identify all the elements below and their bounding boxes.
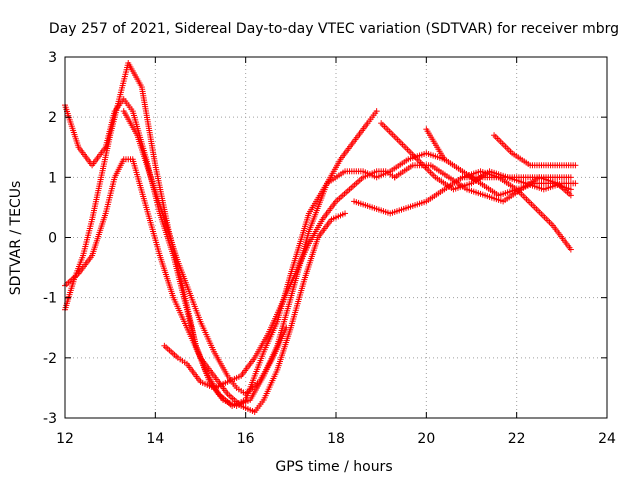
y-tick-label: 0: [48, 231, 57, 247]
x-tick-label: 24: [598, 431, 616, 447]
series-track-2: [62, 60, 380, 409]
x-tick-label: 20: [417, 431, 435, 447]
chart-title: Day 257 of 2021, Sidereal Day-to-day VTE…: [49, 21, 619, 37]
series-track-5: [120, 108, 290, 397]
x-tick-label: 22: [508, 431, 526, 447]
y-tick-label: -2: [43, 351, 57, 367]
series-track-10: [378, 120, 579, 193]
series-track-3: [62, 156, 349, 415]
y-axis-label: SDTVAR / TECUs: [8, 181, 24, 296]
x-tick-label: 12: [56, 431, 74, 447]
y-tick-label: -3: [43, 411, 57, 427]
series-track-11: [459, 174, 574, 181]
x-tick-label: 16: [237, 431, 255, 447]
series-track-9: [491, 132, 579, 169]
y-tick-label: -1: [43, 291, 57, 307]
x-axis-label: GPS time / hours: [275, 459, 392, 475]
series-track-1: [62, 96, 448, 409]
data-marks: [62, 60, 579, 415]
series-track-4: [161, 168, 398, 391]
y-tick-label: 1: [48, 170, 57, 186]
x-tick-label: 14: [146, 431, 164, 447]
grid: [65, 57, 607, 418]
series-track-6: [351, 168, 574, 253]
y-tick-label: 3: [48, 50, 57, 66]
y-tick-label: 2: [48, 110, 57, 126]
x-tick-label: 18: [327, 431, 345, 447]
